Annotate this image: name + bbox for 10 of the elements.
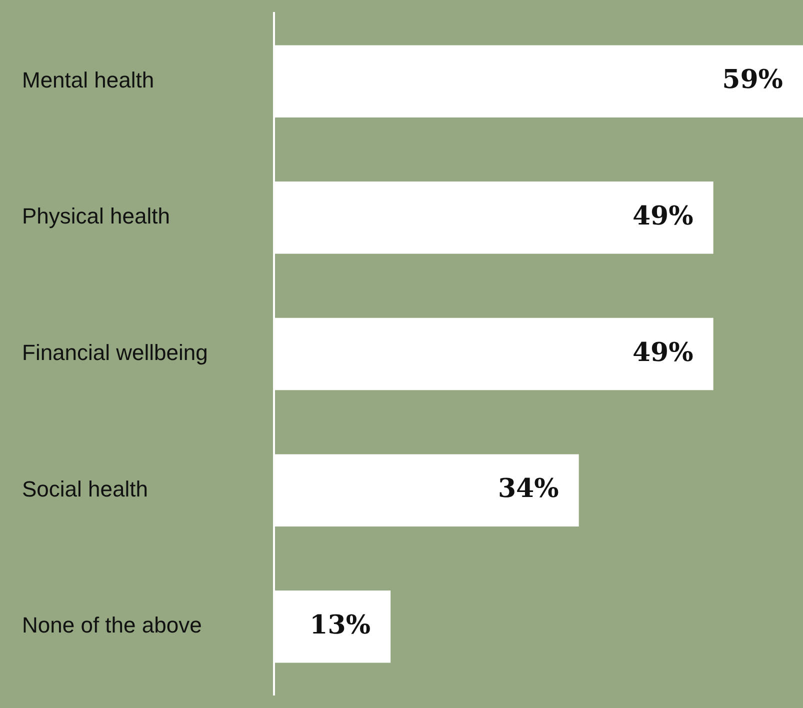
y-tick-label: Financial wellbeing [22,340,208,366]
y-tick-label: Social health [22,476,148,502]
data-label: 13% [310,610,371,640]
y-tick-label: None of the above [22,612,202,638]
data-label: 49% [632,201,694,232]
data-label: 59% [722,65,784,96]
y-tick-label: Mental health [22,67,154,92]
data-label: 34% [498,474,560,504]
data-label: 49% [632,338,694,368]
y-tick-label: Physical health [22,204,170,229]
